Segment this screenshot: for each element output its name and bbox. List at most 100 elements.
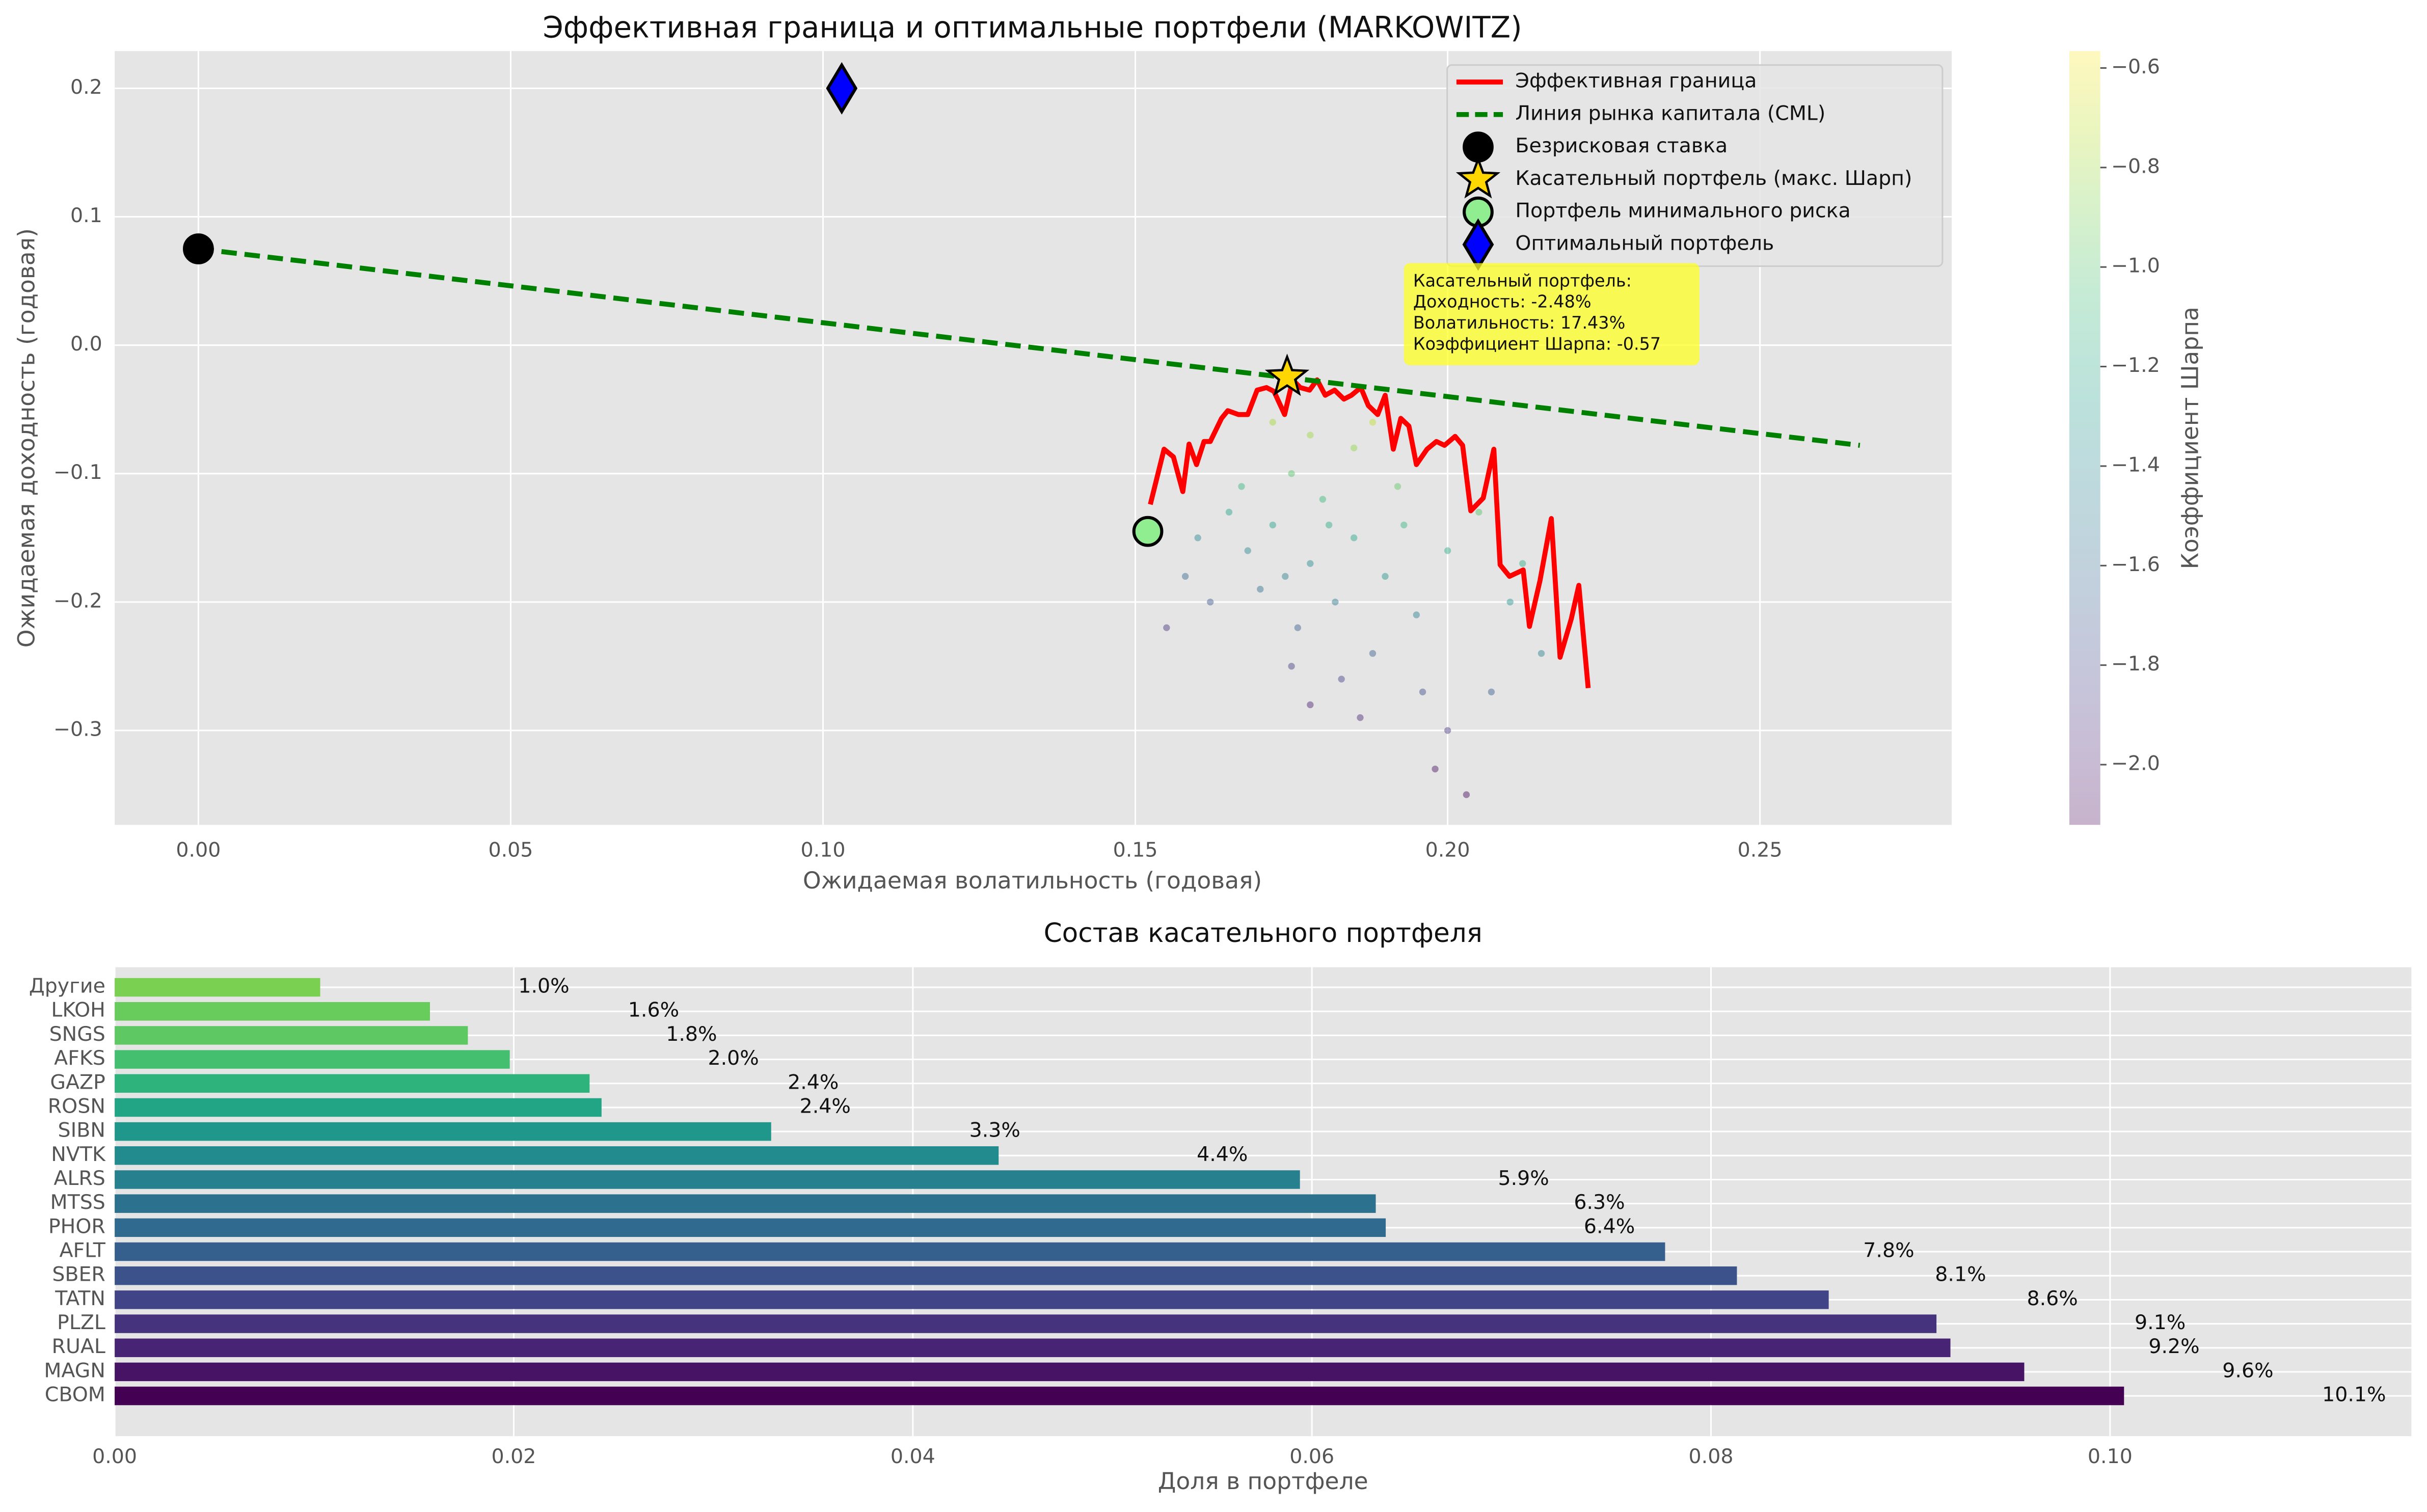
y-tick-label: AFKS: [54, 1046, 105, 1070]
portfolio-point: [1244, 547, 1251, 554]
value-label: 5.9%: [1498, 1167, 1549, 1190]
x-tick-label: 0.06: [1289, 1445, 1334, 1468]
portfolio-point: [1444, 727, 1451, 734]
chart-title: Эффективная граница и оптимальные портфе…: [543, 10, 1522, 44]
portfolio-point: [1432, 765, 1439, 773]
portfolio-point: [1463, 791, 1470, 798]
value-label: 10.1%: [2322, 1383, 2386, 1407]
frontier-line: [1148, 377, 1591, 689]
portfolio-point: [1325, 521, 1333, 529]
x-tick-label: 0.08: [1689, 1445, 1734, 1468]
portfolio-point: [1238, 483, 1245, 490]
bar: [115, 1002, 430, 1021]
cml-line: [198, 246, 1860, 448]
y-tick-label: ALRS: [53, 1167, 105, 1190]
y-tick-label: SBER: [52, 1263, 105, 1286]
x-tick-label: 0.02: [492, 1445, 536, 1468]
y-tick-label: TATN: [55, 1287, 105, 1310]
bar: [115, 1338, 1951, 1357]
portfolio-point: [1257, 585, 1264, 593]
bar: [115, 1194, 1376, 1213]
value-label: 1.6%: [628, 998, 679, 1022]
bar: [115, 1122, 771, 1141]
colorbar-tick-label: −1.0: [2111, 254, 2160, 278]
portfolio-point: [1307, 701, 1314, 709]
value-label: 9.1%: [2135, 1311, 2186, 1334]
colorbar-tick-label: −1.6: [2111, 553, 2160, 576]
bar: [115, 1242, 1665, 1261]
bar: [115, 978, 320, 997]
colorbar-tick-label: −0.6: [2111, 55, 2160, 78]
portfolio-point: [1319, 496, 1327, 503]
portfolio-point: [1181, 573, 1189, 580]
portfolio-point: [1351, 534, 1358, 542]
colorbar-tick-label: −1.2: [2111, 354, 2160, 377]
legend-label: Оптимальный портфель: [1515, 231, 1774, 255]
y-tick-label: ROSN: [48, 1094, 105, 1118]
bar: [115, 1386, 2124, 1406]
portfolio-point: [1332, 599, 1339, 606]
portfolio-point: [1163, 624, 1170, 631]
x-tick-label: 0.05: [488, 838, 533, 861]
portfolio-point: [1419, 688, 1426, 695]
portfolio-point: [1288, 470, 1295, 477]
value-label: 1.8%: [666, 1022, 717, 1046]
portfolio-point: [1400, 521, 1408, 529]
portfolio-point: [1475, 508, 1482, 516]
legend-label: Безрисковая ставка: [1515, 134, 1728, 157]
y-tick-label: MTSS: [50, 1191, 105, 1214]
portfolio-point: [1269, 521, 1276, 529]
portfolio-point: [1269, 419, 1276, 426]
y-tick-label: PLZL: [57, 1311, 105, 1334]
portfolio-point: [1444, 547, 1451, 554]
portfolio-point: [1307, 431, 1314, 439]
x-axis-label: Доля в портфеле: [1158, 1468, 1368, 1495]
annotation-text: Касательный портфель:: [1413, 271, 1632, 290]
value-label: 8.1%: [1935, 1263, 1986, 1286]
portfolio-point: [1194, 534, 1201, 542]
y-tick-label: MAGN: [44, 1359, 105, 1382]
portfolio-point: [1519, 560, 1526, 567]
y-tick-label: RUAL: [52, 1335, 105, 1358]
y-tick-label: GAZP: [50, 1070, 105, 1094]
y-tick-label: LKOH: [51, 998, 105, 1022]
portfolio-point: [1506, 599, 1514, 606]
x-tick-label: 0.20: [1425, 838, 1470, 861]
portfolio-point: [1207, 599, 1214, 606]
value-label: 8.6%: [2027, 1287, 2078, 1310]
portfolio-point: [1369, 650, 1377, 657]
y-tick-label: 0.1: [70, 204, 102, 227]
x-tick-label: 0.15: [1113, 838, 1158, 861]
annotation-box: [1404, 263, 1700, 365]
marker: [1132, 516, 1164, 547]
colorbar-tick-label: −2.0: [2111, 751, 2160, 775]
value-label: 1.0%: [518, 975, 569, 998]
y-tick-label: SIBN: [58, 1119, 105, 1142]
marker: [826, 62, 858, 115]
value-label: 2.0%: [708, 1046, 759, 1070]
annotation-text: Волатильность: 17.43%: [1413, 313, 1625, 333]
x-tick-label: 0.04: [891, 1445, 935, 1468]
x-tick-label: 0.25: [1738, 838, 1783, 861]
bar: [115, 1098, 602, 1117]
portfolio-point: [1369, 419, 1377, 426]
value-label: 6.4%: [1584, 1214, 1635, 1238]
bar: [115, 1050, 510, 1069]
portfolio-point: [1338, 676, 1345, 683]
value-label: 3.3%: [969, 1119, 1020, 1142]
y-tick-label: SNGS: [49, 1022, 105, 1046]
legend-label: Портфель минимального риска: [1515, 199, 1850, 223]
x-tick-label: 0.10: [2088, 1445, 2133, 1468]
value-label: 7.8%: [1863, 1239, 1914, 1262]
y-tick-label: Другие: [29, 975, 105, 998]
portfolio-point: [1538, 650, 1545, 657]
x-tick-label: 0.10: [801, 838, 846, 861]
bar: [115, 1266, 1737, 1285]
colorbar: [2069, 51, 2100, 825]
marker: [183, 233, 214, 264]
bar: [115, 1218, 1386, 1237]
portfolio-point: [1225, 508, 1233, 516]
colorbar-tick-label: −0.8: [2111, 154, 2160, 178]
colorbar-tick-label: −1.4: [2111, 453, 2160, 476]
